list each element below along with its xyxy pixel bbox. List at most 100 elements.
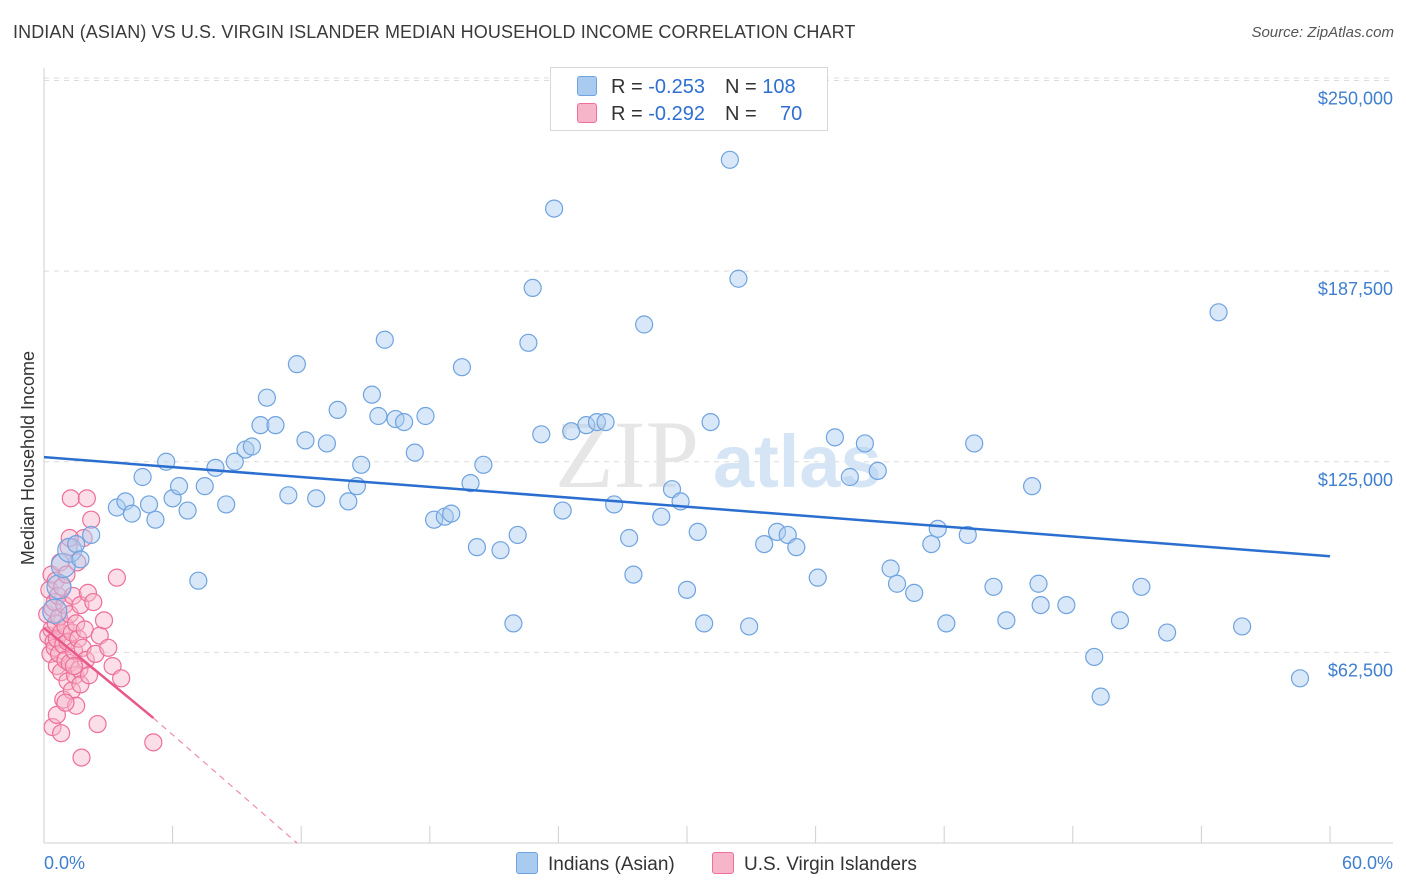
data-point-virgin-islanders	[52, 724, 71, 743]
data-point-indians-asian	[958, 525, 977, 545]
data-point-indians-asian	[71, 550, 90, 569]
data-point-indians-asian	[46, 574, 72, 600]
data-point-indians-asian	[352, 455, 371, 474]
legend-n-value: 108	[762, 76, 796, 98]
data-point-indians-asian	[474, 455, 493, 474]
data-point-indians-asian	[1022, 477, 1042, 496]
data-point-virgin-islanders	[67, 696, 86, 715]
data-point-indians-asian	[369, 406, 388, 426]
data-point-virgin-islanders	[78, 583, 98, 603]
data-point-indians-asian	[523, 278, 542, 297]
data-point-indians-asian	[452, 358, 472, 377]
data-point-indians-asian	[416, 406, 435, 426]
data-point-indians-asian	[596, 413, 615, 432]
data-point-indians-asian	[545, 199, 564, 218]
data-point-indians-asian	[605, 495, 624, 514]
data-point-indians-asian	[868, 461, 887, 480]
data-point-indians-asian	[840, 467, 859, 487]
data-point-indians-asian	[519, 333, 538, 352]
data-point-indians-asian	[317, 434, 337, 453]
data-point-indians-asian	[577, 416, 596, 435]
data-point-indians-asian	[695, 614, 714, 633]
data-point-virgin-islanders	[99, 638, 118, 657]
data-point-indians-asian	[553, 501, 572, 520]
x-tick-label-max: 60.0%	[1342, 853, 1393, 873]
correlation-legend: R = -0.253 N = 108 R = -0.292 N = 70	[550, 67, 828, 131]
watermark-zip: ZIP	[555, 401, 699, 508]
data-point-indians-asian	[787, 538, 806, 557]
data-point-indians-asian	[375, 330, 394, 349]
data-point-indians-asian	[251, 416, 270, 435]
data-point-indians-asian	[740, 617, 759, 636]
legend-n-label: N =	[724, 103, 763, 125]
y-tick-label: $250,000	[1318, 89, 1393, 109]
source-label: Source: ZipAtlas.com	[1251, 24, 1394, 41]
axes	[43, 68, 1393, 844]
data-point-indians-asian	[491, 541, 510, 560]
legend-row-virgin-islanders: R = -0.292 N = 70	[577, 103, 802, 126]
data-point-indians-asian	[755, 534, 774, 554]
bottom-legend-virgin-islanders: U.S. Virgin Islanders	[712, 852, 917, 876]
data-point-indians-asian	[279, 486, 298, 505]
data-point-indians-asian	[937, 614, 956, 633]
series-virgin-islanders-points	[38, 489, 163, 767]
data-point-indians-asian	[1085, 647, 1104, 667]
data-point-indians-asian	[189, 571, 208, 590]
watermark: ZIP atlas	[555, 401, 882, 508]
legend-r-value: -0.292	[648, 103, 705, 125]
data-point-indians-asian	[652, 507, 671, 526]
data-point-indians-asian	[467, 538, 487, 557]
data-point-indians-asian	[1290, 669, 1310, 688]
trend-line-virgin-islanders-extension	[152, 717, 298, 844]
data-point-virgin-islanders	[144, 733, 163, 752]
data-point-virgin-islanders	[76, 650, 95, 670]
data-point-virgin-islanders	[69, 629, 88, 648]
data-point-virgin-islanders	[77, 489, 96, 508]
data-point-indians-asian	[1110, 611, 1130, 630]
data-point-virgin-islanders	[88, 714, 107, 734]
data-point-indians-asian	[139, 495, 159, 514]
data-point-indians-asian	[1029, 574, 1048, 593]
data-point-indians-asian	[178, 501, 197, 520]
data-point-indians-asian	[808, 568, 827, 587]
data-point-indians-asian	[928, 519, 947, 538]
legend-swatch-pink	[577, 103, 597, 123]
data-point-indians-asian	[67, 534, 86, 554]
data-point-indians-asian	[217, 495, 236, 514]
data-point-indians-asian	[122, 504, 141, 523]
data-point-virgin-islanders	[82, 510, 101, 529]
data-point-indians-asian	[887, 574, 907, 593]
data-point-indians-asian	[296, 431, 315, 450]
bottom-legend-indians: Indians (Asian)	[516, 852, 675, 876]
trend-line-indians-asian	[43, 455, 1331, 558]
data-point-indians-asian	[1031, 595, 1050, 615]
data-point-virgin-islanders	[112, 669, 131, 688]
data-point-indians-asian	[508, 525, 527, 545]
data-point-indians-asian	[825, 428, 844, 447]
x-tick-label-min: 0.0%	[44, 853, 85, 873]
data-point-indians-asian	[1091, 687, 1110, 706]
grid-lines	[44, 77, 1393, 653]
data-point-indians-asian	[82, 525, 101, 545]
data-point-indians-asian	[624, 565, 643, 584]
data-point-indians-asian	[997, 611, 1016, 630]
data-point-indians-asian	[965, 434, 984, 453]
legend-n-label: N =	[724, 76, 763, 98]
legend-r-label: R =	[611, 76, 649, 98]
chart-title: INDIAN (ASIAN) VS U.S. VIRGIN ISLANDER M…	[13, 22, 856, 42]
data-point-indians-asian	[922, 534, 941, 554]
data-point-indians-asian	[206, 458, 225, 477]
data-point-indians-asian	[394, 413, 414, 432]
legend-r-value: -0.253	[648, 76, 705, 98]
data-point-indians-asian	[461, 474, 480, 493]
data-point-indians-asian	[257, 388, 277, 407]
y-tick-label: $187,500	[1318, 279, 1393, 299]
legend-r-label: R =	[611, 103, 649, 125]
data-point-indians-asian	[729, 269, 748, 288]
data-point-indians-asian	[169, 477, 189, 496]
data-point-indians-asian	[504, 614, 523, 633]
bottom-legend-swatch-pink	[712, 852, 734, 874]
data-point-virgin-islanders	[84, 592, 103, 612]
data-point-virgin-islanders	[79, 666, 99, 685]
data-point-virgin-islanders	[70, 660, 89, 679]
